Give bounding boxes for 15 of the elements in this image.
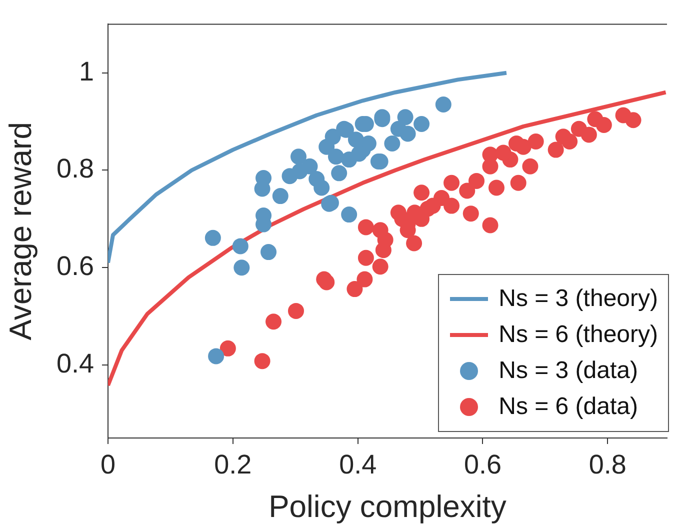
y-axis-title: Average reward <box>3 122 38 340</box>
x-tick-label: 0.2 <box>214 450 252 480</box>
y-tick-label: 0.8 <box>56 154 94 184</box>
y-tick-label: 1 <box>78 56 94 86</box>
y-tick-label: 0.4 <box>56 348 94 378</box>
x-tick-label: 0.4 <box>339 450 377 480</box>
x-tick-label: 0 <box>100 450 116 480</box>
x-tick-label: 0.6 <box>464 450 502 480</box>
y-tick-label: 0.6 <box>56 251 94 282</box>
legend-label: Ns = 3 (data) <box>498 357 638 385</box>
legend-label: Ns = 6 (data) <box>498 393 638 421</box>
legend-label: Ns = 3 (theory) <box>498 285 658 313</box>
x-tick-label: 0.8 <box>588 450 626 480</box>
x-axis-title: Policy complexity <box>268 488 507 524</box>
legend-label: Ns = 6 (theory) <box>498 321 658 349</box>
